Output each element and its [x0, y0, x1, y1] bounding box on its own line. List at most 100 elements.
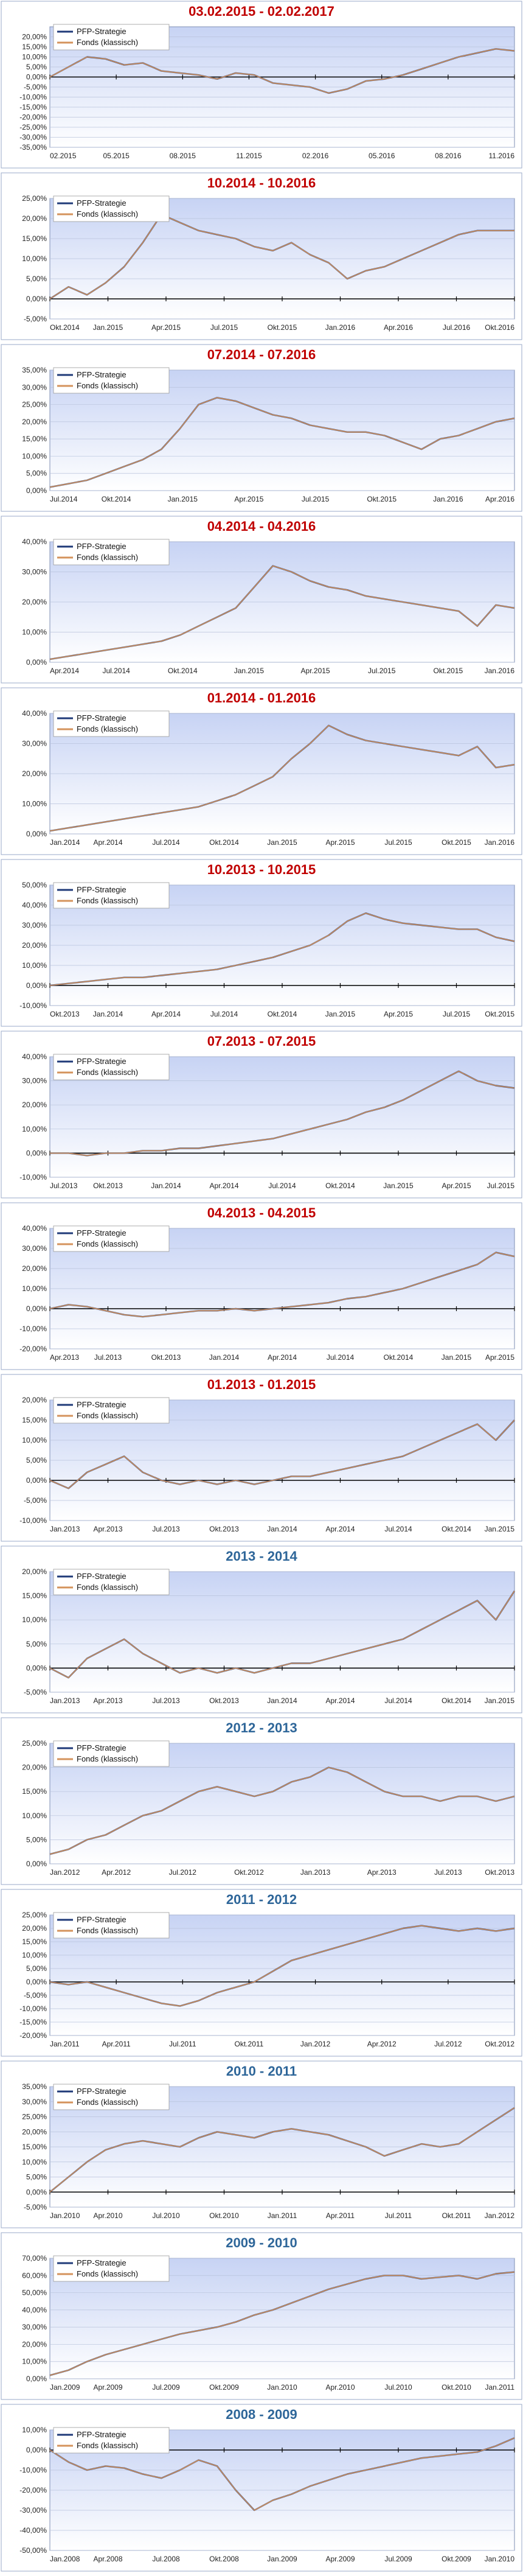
legend-box — [53, 367, 170, 394]
legend-label: Fonds (klassisch) — [77, 2098, 138, 2107]
chart-panel: 2009 - 2010 0,00% 10,00% 20,00% 30,00% 40,00%… — [0, 2231, 523, 2403]
y-tick-label: 0,00% — [26, 1304, 47, 1313]
series-line — [49, 2107, 515, 2193]
y-tick-label: 70,00% — [22, 2254, 47, 2263]
y-tick-label: 20,00% — [22, 2127, 47, 2136]
x-tick-label: Jan.2016 — [485, 667, 515, 675]
x-tick-label: 08.2015 — [170, 152, 196, 160]
x-tick-label: Jan.2010 — [267, 2383, 297, 2392]
chart-svg: 2009 - 2010 0,00% 10,00% 20,00% 30,00% 40,00%… — [1, 2232, 522, 2400]
y-tick-label: 30,00% — [22, 921, 47, 929]
x-tick-label: Okt.2016 — [485, 323, 514, 332]
y-tick-label: 10,00% — [22, 2158, 47, 2166]
chart-panel: 10.2013 - 10.2015 -10,00% 0,00% 10,00% 20,00… — [0, 858, 523, 1030]
y-tick-label: -10,00% — [19, 2004, 47, 2013]
chart-title: 2012 - 2013 — [226, 1720, 297, 1735]
legend-label: PFP-Strategie — [77, 885, 126, 894]
chart-title: 01.2013 - 01.2015 — [207, 1377, 316, 1392]
chart-panel: 2012 - 2013 0,00% 5,00% 10,00% 15,00% 20,00% 2… — [0, 1717, 523, 1888]
x-tick-label: Apr.2015 — [384, 1010, 413, 1018]
x-tick-label: Apr.2014 — [268, 1353, 297, 1362]
x-tick-label: Jan.2014 — [93, 1010, 123, 1018]
x-tick-label: Jul.2015 — [487, 1181, 515, 1190]
legend-label: Fonds (klassisch) — [77, 381, 138, 390]
x-tick-label: Okt.2009 — [442, 2555, 471, 2563]
y-tick-label: 5,00% — [26, 469, 47, 478]
chart-svg: 2008 - 2009 -50,00% -40,00% -30,00% -20,00% -… — [1, 2404, 522, 2572]
y-tick-label: 30,00% — [22, 740, 47, 748]
x-tick-label: Apr.2009 — [325, 2555, 355, 2563]
x-tick-label: Jul.2014 — [152, 838, 180, 847]
x-tick-label: Apr.2015 — [485, 1353, 514, 1362]
y-tick-label: 10,00% — [22, 800, 47, 808]
x-tick-label: Apr.2014 — [209, 1181, 238, 1190]
legend-box — [53, 1912, 170, 1939]
x-tick-label: Jul.2014 — [384, 1525, 412, 1533]
x-tick-label: Jul.2014 — [384, 1696, 412, 1705]
y-tick-label: 0,00% — [26, 486, 47, 495]
y-tick-label: 15,00% — [22, 43, 47, 51]
x-tick-label: Apr.2014 — [151, 1010, 181, 1018]
x-tick-label: Jul.2014 — [327, 1353, 355, 1362]
x-tick-label: Apr.2015 — [301, 667, 330, 675]
y-tick-label: 10,00% — [22, 2357, 47, 2366]
chart-panel: 03.02.2015 - 02.02.2017 -35,00% -30,00% -25… — [0, 0, 523, 172]
y-tick-label: -10,00% — [19, 93, 47, 102]
y-tick-label: -20,00% — [19, 113, 47, 122]
x-tick-label: Apr.2010 — [93, 2211, 122, 2220]
series-line — [49, 48, 515, 94]
y-tick-label: -20,00% — [19, 2031, 47, 2040]
x-tick-label: Okt.2013 — [209, 1525, 239, 1533]
x-tick-label: Okt.2009 — [209, 2383, 239, 2392]
legend-label: PFP-Strategie — [77, 713, 126, 723]
chart-svg: 03.02.2015 - 02.02.2017 -35,00%-30,00% -25… — [1, 1, 522, 169]
chart-title: 07.2014 - 07.2016 — [207, 347, 316, 362]
chart-svg: 01.2013 - 01.2015 -10,00% -5,00% 0,00% 5,00%… — [1, 1374, 522, 1542]
legend-label: Fonds (klassisch) — [77, 2269, 138, 2278]
legend-box — [53, 1569, 170, 1595]
y-tick-label: 15,00% — [22, 2143, 47, 2151]
y-tick-label: 5,00% — [26, 1964, 47, 1973]
x-tick-label: Jul.2009 — [152, 2383, 180, 2392]
legend-label: PFP-Strategie — [77, 370, 126, 379]
y-tick-label: 25,00% — [22, 2113, 47, 2121]
x-tick-label: Jan.2011 — [268, 2211, 297, 2220]
y-tick-label: 15,00% — [22, 1937, 47, 1946]
y-tick-label: 15,00% — [22, 435, 47, 443]
y-tick-label: -35,00% — [19, 143, 47, 152]
y-tick-label: 25,00% — [22, 194, 47, 203]
x-tick-label: Jan.2015 — [267, 838, 297, 847]
y-tick-label: 20,00% — [22, 598, 47, 606]
y-tick-label: 20,00% — [22, 214, 47, 223]
legend-box — [53, 882, 170, 909]
chart-title: 07.2013 - 07.2015 — [207, 1034, 316, 1049]
legend-label: Fonds (klassisch) — [77, 209, 138, 219]
x-tick-label: Jul.2010 — [152, 2211, 180, 2220]
x-tick-label: Jul.2015 — [384, 838, 412, 847]
x-tick-label: Apr.2015 — [234, 495, 263, 503]
chart-panel: 04.2013 - 04.2015 -20,00% -10,00% 0,00% 10,0… — [0, 1202, 523, 1373]
x-tick-label: Okt.2014 — [168, 667, 198, 675]
y-tick-label: 5,00% — [26, 1835, 47, 1844]
y-tick-label: 10,00% — [22, 254, 47, 263]
x-tick-label: Jan.2008 — [50, 2555, 80, 2563]
legend-box — [53, 539, 170, 565]
y-tick-label: 15,00% — [22, 1592, 47, 1600]
x-tick-label: Jul.2012 — [169, 1868, 197, 1877]
x-tick-label: Jan.2014 — [209, 1353, 240, 1362]
x-tick-label: Apr.2008 — [93, 2555, 122, 2563]
y-tick-label: 10,00% — [22, 1284, 47, 1293]
x-tick-label: 05.2015 — [103, 152, 130, 160]
x-tick-label: Jan.2011 — [485, 2383, 515, 2392]
y-tick-label: 0,00% — [26, 1978, 47, 1986]
x-tick-label: Jul.2013 — [94, 1353, 122, 1362]
legend-label: PFP-Strategie — [77, 2430, 126, 2439]
series-line — [49, 565, 515, 660]
y-tick-label: 10,00% — [22, 1436, 47, 1444]
x-tick-label: Jul.2015 — [368, 667, 396, 675]
legend-label: PFP-Strategie — [77, 1743, 126, 1752]
y-tick-label: 40,00% — [22, 537, 47, 546]
x-tick-label: Apr.2011 — [102, 2040, 131, 2048]
legend-label: Fonds (klassisch) — [77, 1239, 138, 1248]
legend-box — [53, 2427, 170, 2454]
